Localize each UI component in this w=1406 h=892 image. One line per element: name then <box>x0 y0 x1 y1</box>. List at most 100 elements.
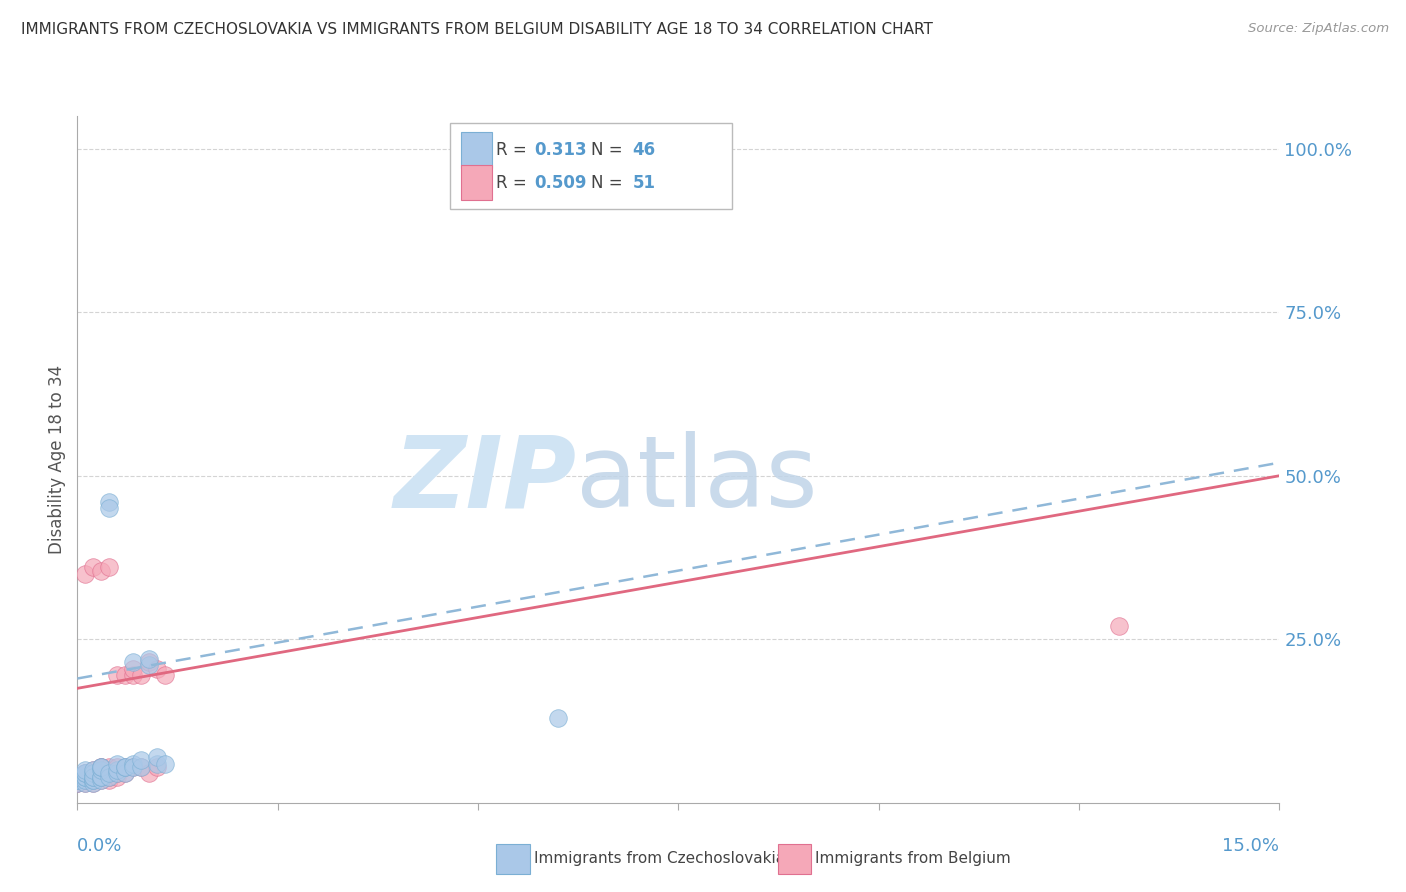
Point <box>107 766 129 780</box>
Point <box>75 772 97 787</box>
Point <box>90 760 112 774</box>
Point <box>122 662 145 676</box>
Point <box>114 760 136 774</box>
Point <box>75 770 97 784</box>
Point <box>90 760 112 774</box>
Point <box>75 566 97 581</box>
Point <box>90 770 112 784</box>
Point <box>75 766 97 780</box>
Point <box>146 760 169 774</box>
Text: Source: ZipAtlas.com: Source: ZipAtlas.com <box>1249 22 1389 36</box>
Point <box>82 770 104 784</box>
Point <box>138 655 160 669</box>
Point <box>122 756 145 771</box>
Point <box>82 770 104 784</box>
Point <box>114 668 136 682</box>
Point <box>90 770 112 784</box>
Point <box>82 770 104 784</box>
Point <box>122 760 145 774</box>
Point <box>107 770 129 784</box>
Point <box>66 770 89 784</box>
Point <box>131 753 153 767</box>
Point <box>90 770 112 784</box>
Text: N =: N = <box>591 141 627 160</box>
Text: 15.0%: 15.0% <box>1222 837 1279 855</box>
Point <box>90 564 112 578</box>
Point <box>98 772 121 787</box>
Point <box>82 763 104 777</box>
Point <box>122 655 145 669</box>
Point <box>98 560 121 574</box>
Point <box>75 776 97 790</box>
Point <box>107 763 129 777</box>
Point <box>107 756 129 771</box>
Point <box>131 668 153 682</box>
Point <box>98 766 121 780</box>
Point <box>82 560 104 574</box>
Point <box>146 756 169 771</box>
Point <box>82 770 104 784</box>
Point <box>131 760 153 774</box>
Point <box>114 760 136 774</box>
Point <box>66 770 89 784</box>
Point <box>66 776 89 790</box>
Point <box>107 766 129 780</box>
Text: 46: 46 <box>633 141 655 160</box>
Point <box>82 766 104 780</box>
Point <box>138 766 160 780</box>
Point <box>146 662 169 676</box>
Text: IMMIGRANTS FROM CZECHOSLOVAKIA VS IMMIGRANTS FROM BELGIUM DISABILITY AGE 18 TO 3: IMMIGRANTS FROM CZECHOSLOVAKIA VS IMMIGR… <box>21 22 934 37</box>
Point <box>122 760 145 774</box>
Point <box>547 711 569 725</box>
Point <box>75 772 97 787</box>
FancyBboxPatch shape <box>461 165 492 201</box>
Point <box>114 760 136 774</box>
Point <box>90 772 112 787</box>
Point <box>98 770 121 784</box>
Point <box>75 763 97 777</box>
Point <box>155 756 177 771</box>
Point <box>90 760 112 774</box>
Point <box>66 776 89 790</box>
Point <box>155 668 177 682</box>
Point <box>66 772 89 787</box>
Point <box>90 763 112 777</box>
Point <box>66 772 89 787</box>
Point <box>131 760 153 774</box>
Point <box>146 750 169 764</box>
Point <box>82 776 104 790</box>
Point <box>66 776 89 790</box>
Point <box>75 770 97 784</box>
Point <box>82 772 104 787</box>
Text: 0.509: 0.509 <box>534 174 586 192</box>
Text: atlas: atlas <box>576 432 818 528</box>
Point <box>66 770 89 784</box>
Point <box>122 668 145 682</box>
Text: 0.313: 0.313 <box>534 141 586 160</box>
Text: Immigrants from Belgium: Immigrants from Belgium <box>815 852 1011 866</box>
Y-axis label: Disability Age 18 to 34: Disability Age 18 to 34 <box>48 365 66 554</box>
Text: N =: N = <box>591 174 627 192</box>
Point <box>82 772 104 787</box>
Point <box>138 658 160 673</box>
Text: Immigrants from Czechoslovakia: Immigrants from Czechoslovakia <box>534 852 786 866</box>
Text: R =: R = <box>496 141 531 160</box>
Point <box>90 766 112 780</box>
Point <box>98 770 121 784</box>
Point <box>75 766 97 780</box>
Text: R =: R = <box>496 174 531 192</box>
Point <box>82 766 104 780</box>
Point <box>98 501 121 516</box>
Point <box>90 770 112 784</box>
Point <box>98 495 121 509</box>
Point <box>66 772 89 787</box>
Point <box>75 770 97 784</box>
Point <box>75 766 97 780</box>
Point <box>66 770 89 784</box>
Point <box>98 760 121 774</box>
Point <box>98 766 121 780</box>
Text: ZIP: ZIP <box>394 432 576 528</box>
Point <box>75 772 97 787</box>
Text: 51: 51 <box>633 174 655 192</box>
Point <box>107 668 129 682</box>
